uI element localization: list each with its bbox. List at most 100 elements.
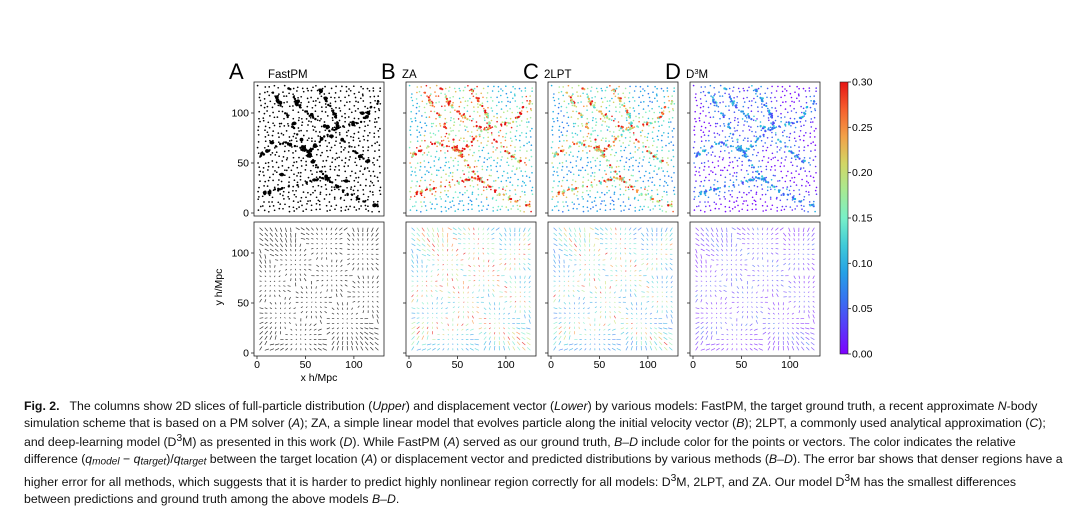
particle <box>593 146 596 149</box>
displacement-vector <box>285 238 288 243</box>
particle <box>496 209 499 211</box>
displacement-vector <box>563 248 568 252</box>
particle <box>530 149 532 151</box>
displacement-vector <box>579 348 583 351</box>
particle <box>741 118 744 120</box>
particle <box>745 117 748 119</box>
particle <box>576 208 578 210</box>
displacement-vector <box>351 336 353 340</box>
displacement-vector <box>299 259 302 261</box>
displacement-vector <box>342 318 344 320</box>
particle <box>258 166 261 168</box>
displacement-vector <box>264 326 268 330</box>
particle <box>672 210 674 213</box>
particle <box>530 108 532 110</box>
particle <box>283 125 286 127</box>
displacement-vector <box>634 284 637 287</box>
displacement-vector <box>273 285 276 287</box>
particle <box>642 88 644 90</box>
particle <box>366 167 369 169</box>
particle <box>424 111 426 114</box>
displacement-vector <box>558 285 561 287</box>
particle <box>531 87 533 89</box>
particle <box>314 126 316 128</box>
particle <box>589 102 592 105</box>
particle <box>703 145 706 147</box>
displacement-vector <box>670 310 673 314</box>
displacement-vector <box>357 291 360 293</box>
particle <box>362 135 365 138</box>
particle <box>458 97 461 100</box>
particle <box>574 180 577 183</box>
particle <box>770 179 773 181</box>
displacement-vector <box>324 296 327 299</box>
particle <box>733 119 736 122</box>
particle <box>423 201 425 203</box>
particle <box>440 92 442 95</box>
particle <box>272 122 274 125</box>
displacement-vector <box>313 343 317 346</box>
particle <box>574 122 577 125</box>
particle <box>506 157 509 159</box>
particle <box>464 191 466 194</box>
particle-cluster <box>343 179 349 183</box>
particle <box>713 104 716 107</box>
displacement-vector <box>527 243 531 246</box>
particle <box>733 127 736 129</box>
displacement-vector <box>366 248 369 251</box>
particle <box>614 185 617 188</box>
particle <box>751 208 754 211</box>
particle <box>760 129 763 132</box>
particle <box>433 105 436 108</box>
displacement-vector <box>635 302 638 306</box>
particle <box>583 143 586 146</box>
particle <box>378 109 381 112</box>
particle <box>324 99 328 103</box>
particle <box>774 174 776 177</box>
displacement-vector <box>473 232 475 235</box>
particle <box>314 140 316 143</box>
displacement-vector <box>665 258 668 260</box>
particle <box>310 204 313 207</box>
displacement-vector <box>599 237 604 240</box>
displacement-vector <box>451 243 454 247</box>
particle <box>630 124 633 127</box>
particle <box>528 102 531 105</box>
particle <box>734 117 736 119</box>
displacement-vector <box>321 247 323 250</box>
displacement-vector <box>362 286 365 289</box>
particle <box>567 84 570 87</box>
displacement-vector <box>658 331 663 335</box>
particle <box>511 111 513 114</box>
particle <box>600 151 604 154</box>
particle <box>448 86 451 89</box>
particle <box>367 112 370 115</box>
particle <box>530 210 532 213</box>
displacement-vector <box>264 340 268 346</box>
particle <box>562 126 565 129</box>
particle <box>328 201 331 203</box>
particle <box>755 119 757 122</box>
particle <box>746 96 748 99</box>
particle <box>479 115 481 117</box>
particle <box>565 201 567 203</box>
particle <box>331 128 334 131</box>
particle <box>321 151 323 154</box>
particle <box>471 208 473 210</box>
particle <box>376 205 379 208</box>
displacement-vector <box>651 227 653 233</box>
displacement-vector <box>558 264 561 268</box>
displacement-vector <box>416 299 419 303</box>
particle <box>662 90 665 92</box>
particle <box>660 167 663 169</box>
particle <box>500 94 502 97</box>
particle <box>707 152 710 154</box>
displacement-vector <box>372 300 374 303</box>
particle <box>344 162 347 164</box>
displacement-vector <box>635 336 638 340</box>
particle <box>707 201 709 203</box>
particle <box>658 105 660 108</box>
displacement-vector <box>411 254 414 259</box>
displacement-vector <box>340 284 343 287</box>
particle <box>668 100 670 102</box>
